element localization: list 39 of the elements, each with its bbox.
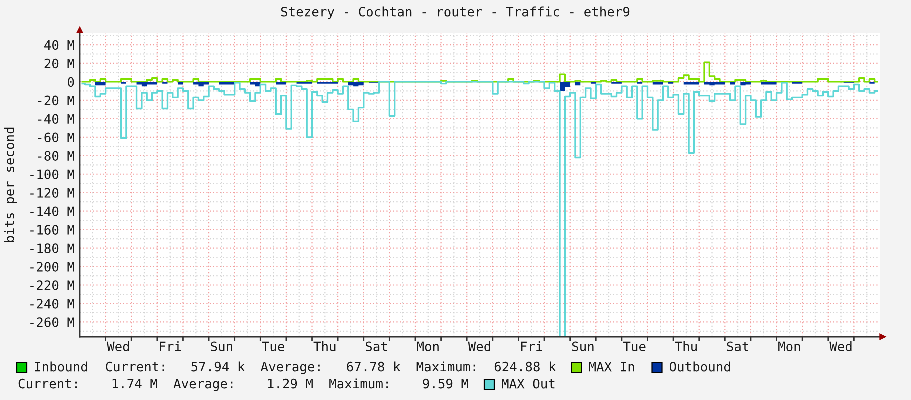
y-tick-label: -40 M — [38, 114, 74, 124]
legend-label: MAX In — [589, 362, 634, 372]
y-tick-label: -140 M — [30, 206, 74, 216]
y-tick-label: -80 M — [38, 151, 74, 162]
legend-label: Inbound — [35, 362, 88, 372]
y-tick-label: -200 M — [30, 262, 74, 272]
y-tick-label: -120 M — [30, 188, 74, 198]
x-tick-label: Mon — [417, 342, 439, 352]
legend-label: MAX Out — [502, 379, 555, 389]
y-tick-label: -20 M — [38, 96, 74, 106]
y-tick-label: -220 M — [30, 280, 74, 290]
x-tick-label: Fri — [160, 342, 182, 352]
y-tick-label: -260 M — [30, 318, 74, 328]
x-tick-label: Fri — [521, 342, 542, 352]
y-tick-label: 20 M — [44, 58, 74, 69]
x-tick-label: Sun — [572, 342, 594, 352]
y-tick-label: 40 M — [44, 40, 74, 50]
y-tick-label: -180 M — [30, 244, 74, 254]
text: Current: 1.74 M Average: 1.29 M Maximum: 9.59 M — [18, 378, 468, 392]
y-tick-label: -60 M — [38, 132, 74, 143]
y-axis-title: bits per second — [4, 128, 17, 242]
x-tick-label: Wed — [830, 342, 852, 352]
y-tick-label: -100 M — [30, 170, 74, 180]
y-tick-label: 0 — [68, 77, 74, 88]
y-tick-label: -160 M — [30, 225, 74, 235]
x-tick-label: Wed — [107, 342, 130, 352]
legend-label: Outbound — [670, 362, 730, 372]
x-tick-label: Thu — [314, 342, 336, 352]
y-tick-label: -240 M — [30, 299, 74, 309]
x-tick-label: Wed — [468, 342, 490, 352]
x-tick-label: Sun — [211, 342, 232, 352]
x-tick-label: Tue — [623, 342, 646, 352]
x-tick-label: Tue — [262, 342, 284, 352]
chart-title: Stezery - Cochtan - router - Traffic - ether9 — [281, 6, 630, 20]
x-tick-label: Mon — [778, 342, 800, 352]
text: Current: 57.94 k Average: 67.78 k Maximum: 624.88 k — [106, 362, 556, 374]
x-tick-label: Thu — [675, 342, 697, 352]
x-tick-label: Sat — [366, 342, 388, 352]
x-tick-label: Sat — [727, 342, 748, 352]
